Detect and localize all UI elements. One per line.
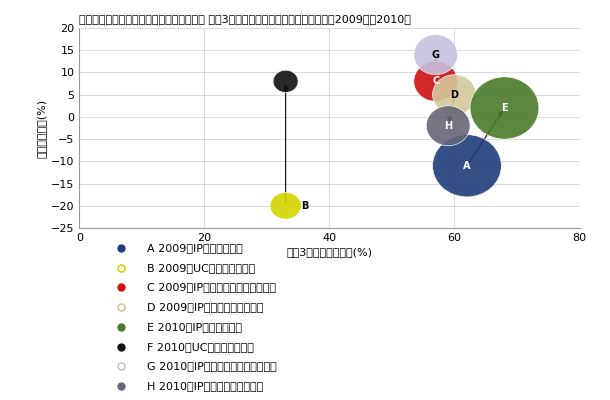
Text: E 2010年IPテレフォニー: E 2010年IPテレフォニー — [146, 322, 242, 332]
Ellipse shape — [432, 135, 501, 197]
Text: F: F — [301, 76, 307, 86]
Text: 国内ユニファイドコミュニケーション市場 上位3ベンダーによる寡占化状況の推移、2009年～2010年: 国内ユニファイドコミュニケーション市場 上位3ベンダーによる寡占化状況の推移、2… — [79, 14, 411, 24]
Ellipse shape — [414, 61, 458, 101]
Text: H: H — [444, 121, 452, 131]
Ellipse shape — [273, 70, 298, 92]
Text: F 2010年UCメッセージング: F 2010年UCメッセージング — [146, 342, 254, 352]
Y-axis label: 前年比成長率(%): 前年比成長率(%) — [37, 98, 47, 158]
Text: A: A — [463, 161, 471, 171]
Ellipse shape — [270, 192, 301, 219]
X-axis label: 上位3社のシェア合計(%): 上位3社のシェア合計(%) — [287, 247, 372, 257]
Text: C: C — [432, 76, 439, 86]
Text: B: B — [301, 201, 308, 211]
Ellipse shape — [432, 75, 476, 115]
Ellipse shape — [470, 77, 539, 139]
Text: C 2009年IPコンファレンスシステム: C 2009年IPコンファレンスシステム — [146, 282, 276, 292]
Text: H 2010年IPコンタクトセンター: H 2010年IPコンタクトセンター — [146, 381, 263, 391]
Text: G: G — [432, 50, 440, 60]
Ellipse shape — [426, 106, 470, 146]
Text: G 2010年IPコンファレンスシステム: G 2010年IPコンファレンスシステム — [146, 362, 276, 371]
Text: D: D — [450, 90, 459, 100]
Text: D 2009年IPコンタクトセンター: D 2009年IPコンタクトセンター — [146, 302, 263, 312]
Text: E: E — [501, 103, 508, 113]
Ellipse shape — [414, 35, 458, 75]
Text: B 2009年UCメッセージング: B 2009年UCメッセージング — [146, 262, 255, 272]
Text: A 2009年IPテレフォニー: A 2009年IPテレフォニー — [146, 243, 242, 253]
